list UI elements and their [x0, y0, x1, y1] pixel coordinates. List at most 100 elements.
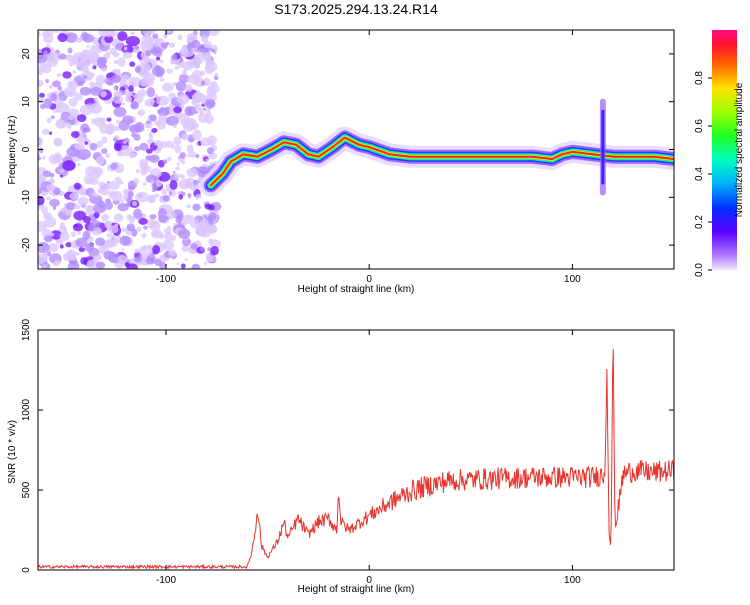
noise-speckle [158, 114, 166, 122]
noise-speckle [60, 207, 67, 213]
noise-speckle [208, 238, 214, 245]
noise-speckle [53, 30, 59, 33]
noise-speckle [206, 147, 214, 155]
noise-speckle [95, 155, 105, 166]
noise-speckle [196, 166, 209, 178]
noise-speckle [133, 177, 140, 184]
noise-speckle [89, 81, 95, 87]
noise-speckle [176, 262, 180, 266]
noise-speckle [93, 203, 107, 214]
noise-speckle [193, 63, 201, 69]
noise-speckle [178, 62, 185, 68]
spectrogram-y-label: Frequency (Hz) [7, 116, 18, 185]
noise-speckle [44, 235, 53, 243]
noise-speckle [42, 170, 52, 178]
noise-speckle [88, 194, 103, 205]
noise-speckle [72, 223, 84, 232]
noise-speckle [69, 192, 79, 200]
noise-speckle [50, 230, 62, 240]
noise-speckle [174, 145, 182, 154]
noise-speckle [113, 96, 118, 102]
noise-speckle [178, 74, 190, 83]
noise-speckle [56, 73, 62, 77]
noise-speckle [74, 223, 78, 228]
noise-speckle [204, 64, 215, 75]
spectrogram-y-tick-label: 20 [21, 48, 32, 60]
noise-speckle [134, 146, 141, 152]
snr-x-label: Height of straight line (km) [298, 584, 415, 595]
noise-speckle [157, 109, 162, 113]
noise-speckle [122, 195, 127, 199]
noise-speckle [180, 263, 186, 269]
noise-speckle [155, 56, 161, 61]
noise-speckle [105, 153, 110, 159]
noise-speckle [134, 65, 142, 73]
noise-speckle [49, 131, 53, 135]
noise-speckle [195, 196, 199, 201]
noise-speckle [142, 181, 147, 186]
noise-speckle [65, 32, 78, 43]
noise-speckle [187, 193, 192, 198]
noise-speckle [151, 128, 158, 134]
noise-speckle [190, 243, 198, 250]
noise-speckle [101, 67, 108, 72]
noise-speckle [168, 42, 175, 48]
noise-speckle [158, 214, 168, 223]
noise-speckle [116, 252, 120, 256]
noise-speckle [134, 121, 145, 133]
noise-speckle [134, 248, 140, 254]
noise-speckle [43, 98, 53, 109]
spectrogram-x-label: Height of straight line (km) [298, 284, 415, 295]
noise-speckle [179, 174, 186, 179]
noise-speckle [47, 243, 59, 253]
noise-speckle [43, 216, 57, 228]
noise-speckle [59, 244, 64, 249]
noise-speckle [167, 156, 172, 162]
noise-speckle [107, 225, 119, 234]
noise-speckle [169, 180, 178, 190]
noise-speckle [178, 194, 183, 200]
noise-speckle [133, 256, 143, 263]
noise-speckle [38, 174, 47, 184]
noise-speckle [117, 180, 124, 185]
noise-speckle [126, 197, 133, 203]
noise-speckle [162, 159, 168, 164]
noise-speckle [188, 39, 193, 44]
noise-speckle [146, 120, 151, 125]
noise-speckle [203, 40, 212, 49]
noise-speckle [199, 30, 210, 39]
noise-speckle [110, 191, 123, 202]
noise-speckle [98, 30, 109, 37]
noise-speckle [130, 101, 139, 110]
noise-speckle [73, 182, 81, 190]
noise-speckle [59, 231, 70, 242]
noise-speckle [175, 80, 187, 92]
noise-speckle [201, 35, 209, 43]
noise-speckle [154, 141, 159, 146]
noise-speckle [46, 43, 51, 48]
snr-y-label: SNR (10 * v/v) [7, 420, 18, 484]
noise-speckle [95, 237, 106, 246]
noise-speckle [184, 105, 197, 116]
noise-speckle [172, 170, 176, 174]
noise-speckle [52, 206, 57, 210]
noise-speckle [62, 160, 76, 171]
noise-speckle [66, 123, 72, 129]
noise-speckle [208, 30, 220, 37]
noise-speckle [126, 263, 139, 269]
noise-speckle [101, 213, 109, 222]
noise-speckle [159, 233, 164, 240]
spectrogram-y-tick-label: 0 [21, 146, 32, 152]
noise-speckle [82, 216, 91, 224]
noise-speckle [77, 162, 81, 167]
noise-speckle [38, 147, 44, 154]
noise-speckle [39, 62, 47, 71]
noise-speckle [45, 78, 49, 83]
noise-speckle [171, 54, 178, 61]
spectrogram-y-tick-label: -10 [21, 190, 32, 205]
noise-speckle [53, 260, 61, 266]
noise-speckle [159, 77, 165, 82]
noise-speckle [92, 255, 99, 264]
noise-speckle [164, 231, 173, 241]
